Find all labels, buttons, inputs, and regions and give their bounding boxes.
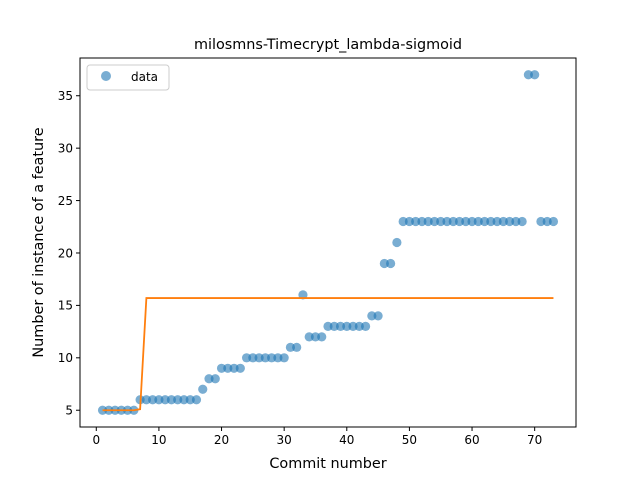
data-point bbox=[191, 395, 202, 405]
data-point bbox=[292, 342, 302, 352]
legend-data-marker bbox=[101, 71, 111, 81]
data-point bbox=[386, 258, 396, 269]
y-tick-label: 30 bbox=[58, 141, 73, 155]
x-axis-ticks: 0 10 20 30 40 50 60 70 bbox=[92, 427, 542, 447]
data-point bbox=[210, 374, 220, 384]
data-point bbox=[279, 353, 289, 363]
chart-title: milosmns-Timecrypt_lambda-sigmoid bbox=[194, 37, 462, 53]
data-point bbox=[392, 237, 402, 248]
data-point bbox=[360, 321, 371, 331]
legend: data bbox=[86, 64, 170, 91]
data-point bbox=[548, 216, 559, 227]
y-axis-ticks: 5 10 15 20 25 30 35 bbox=[58, 89, 80, 418]
y-tick-label: 5 bbox=[65, 404, 73, 418]
y-tick-label: 20 bbox=[58, 246, 73, 260]
x-tick-label: 10 bbox=[151, 433, 166, 447]
data-point bbox=[517, 216, 527, 227]
y-tick-label: 35 bbox=[58, 89, 73, 103]
x-axis-label: Commit number bbox=[269, 456, 386, 472]
plot-frame bbox=[79, 57, 577, 428]
plot-marks bbox=[97, 70, 559, 415]
fit-line bbox=[102, 297, 554, 412]
x-tick-label: 40 bbox=[339, 433, 354, 447]
y-tick-label: 15 bbox=[58, 299, 73, 313]
y-tick-label: 10 bbox=[58, 351, 73, 365]
x-tick-label: 50 bbox=[402, 433, 417, 447]
data-point bbox=[198, 384, 208, 394]
x-tick-label: 20 bbox=[214, 433, 229, 447]
data-point bbox=[317, 332, 327, 342]
data-point bbox=[235, 363, 245, 373]
x-tick-label: 30 bbox=[277, 433, 292, 447]
x-tick-label: 0 bbox=[92, 433, 100, 447]
x-tick-label: 60 bbox=[464, 433, 479, 447]
data-point bbox=[530, 70, 540, 80]
legend-entry-data: data bbox=[131, 70, 158, 84]
x-tick-label: 70 bbox=[527, 433, 542, 447]
data-point bbox=[373, 311, 383, 321]
y-axis-label: Number of instance of a feature bbox=[31, 127, 47, 357]
y-tick-label: 25 bbox=[58, 194, 73, 208]
